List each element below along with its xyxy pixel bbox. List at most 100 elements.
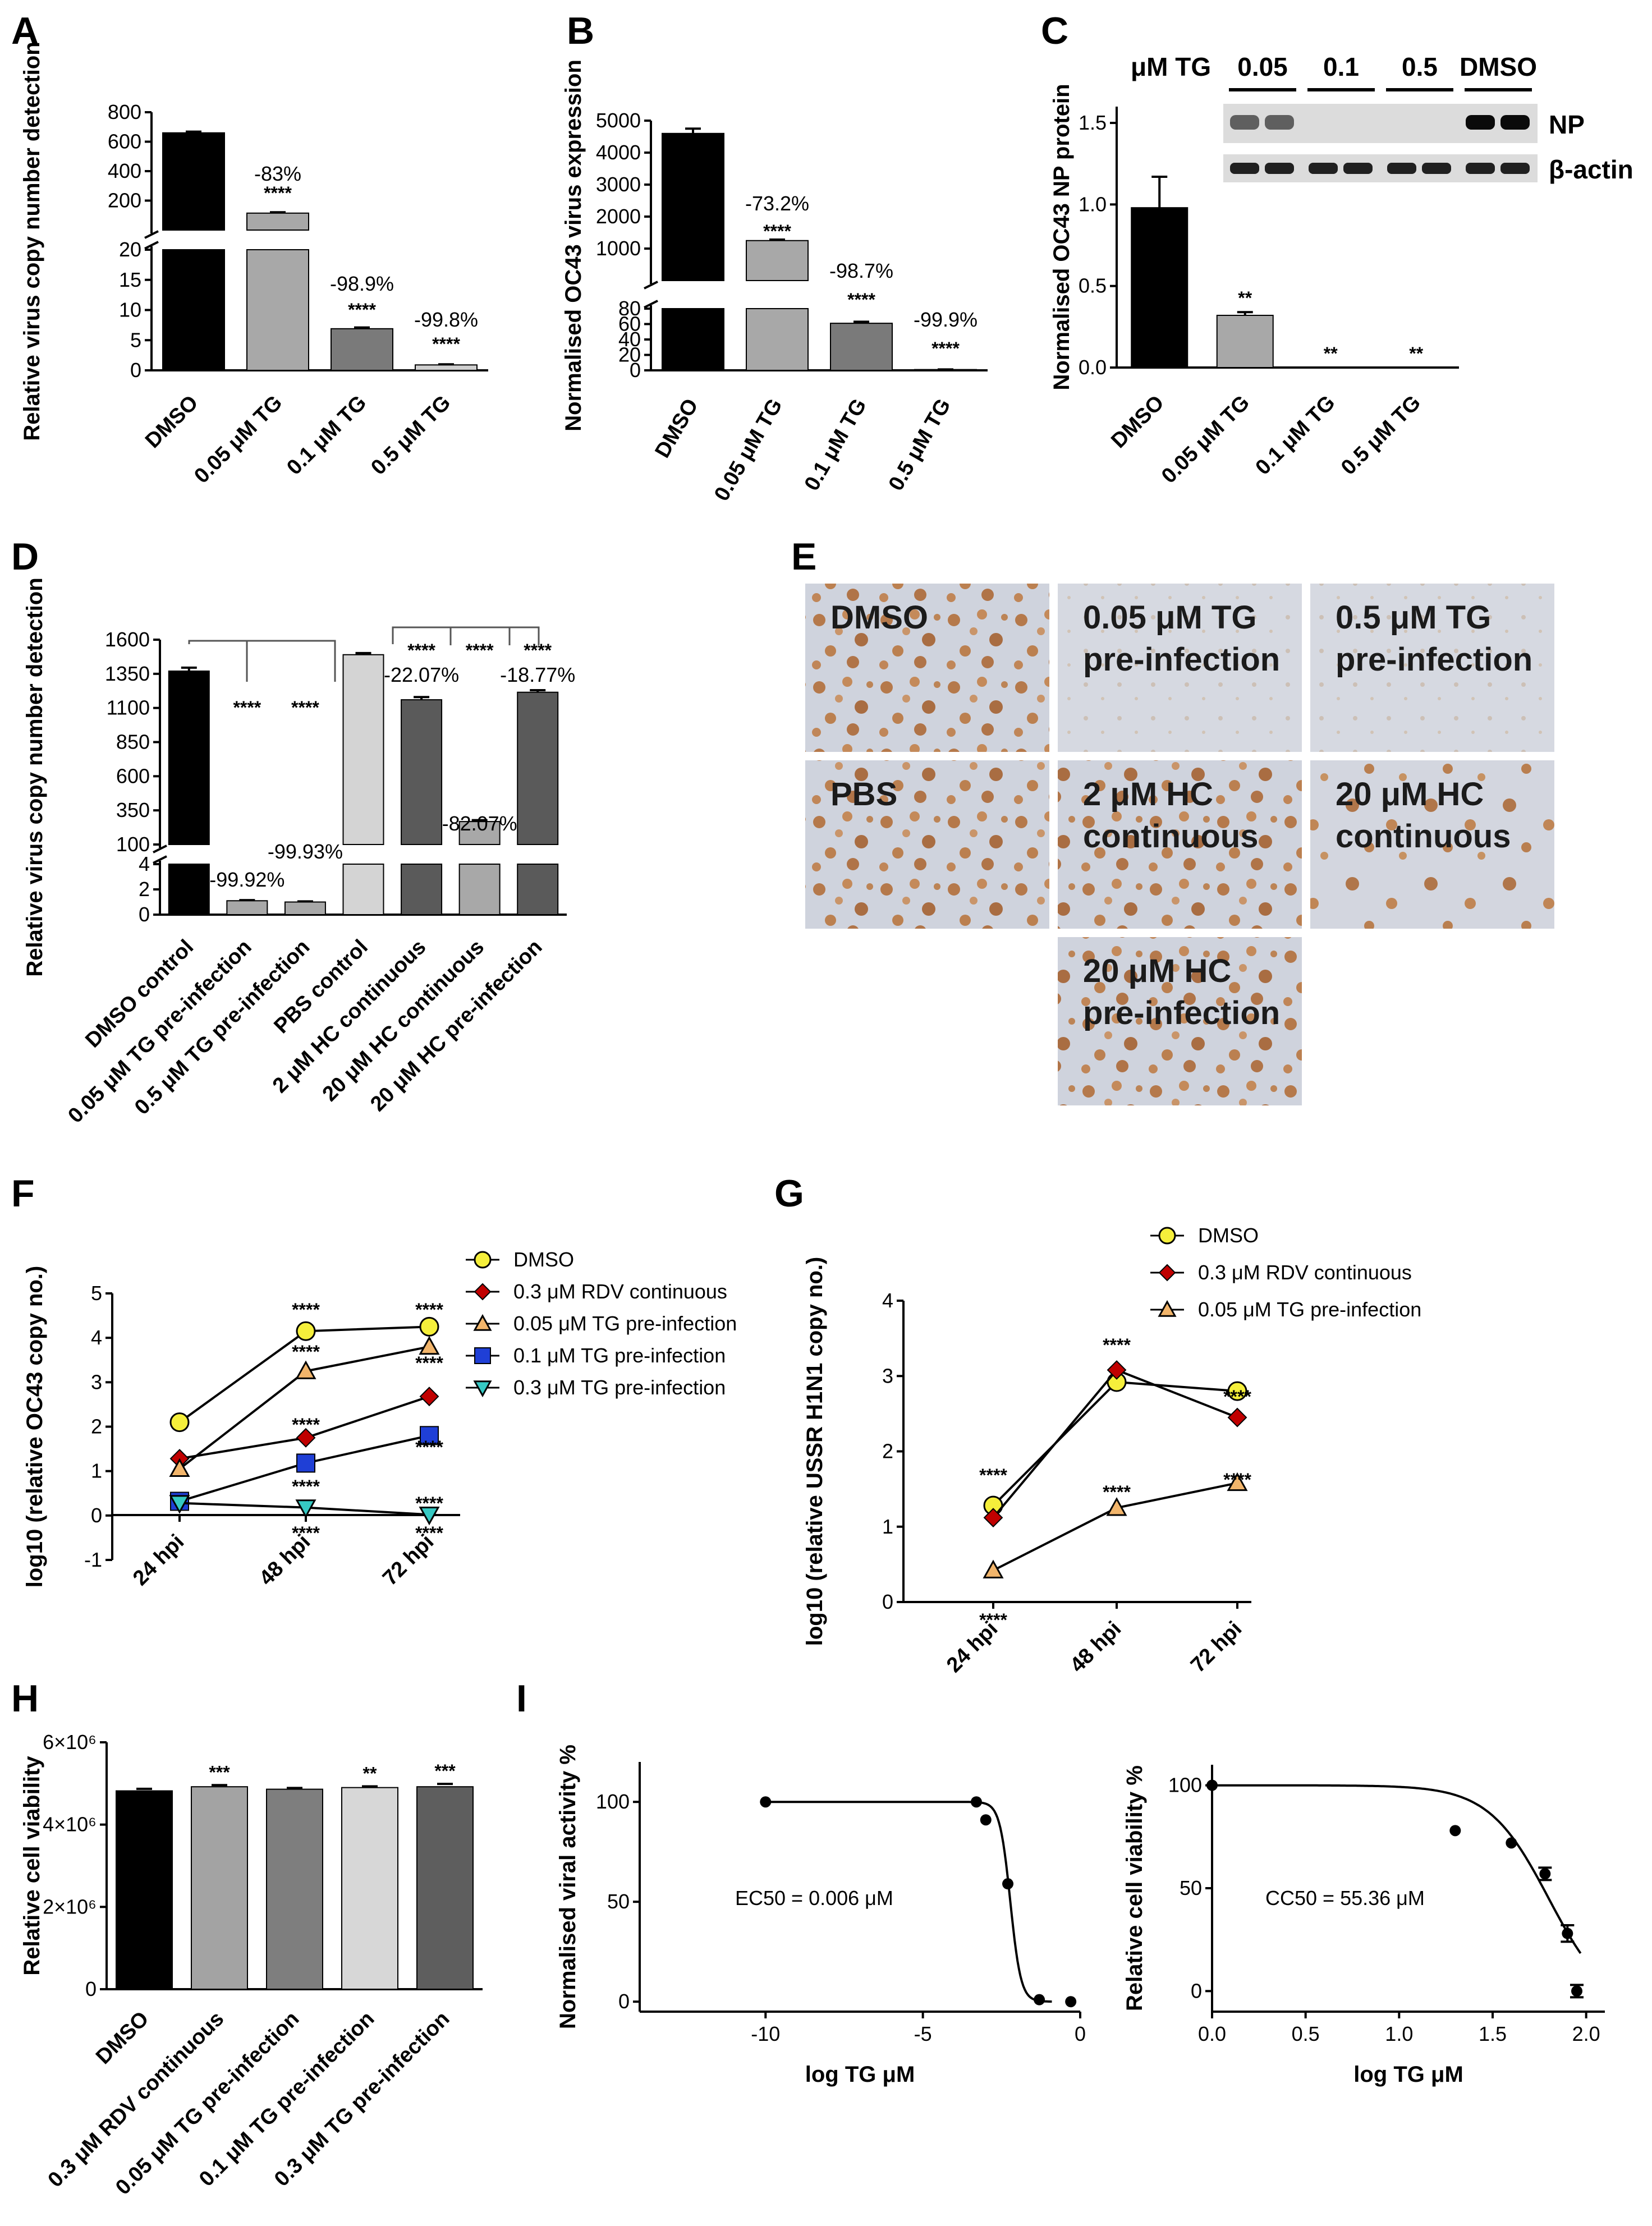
y-tick-label: 10 [119,299,141,322]
y-tick-label: 100 [596,1790,630,1813]
category-label: 0.1 μM TG [282,391,371,480]
percent-label: -83% [254,162,301,185]
y-axis-title: Relative cell viability [20,1756,44,1976]
significance-stars: **** [292,1523,320,1543]
significance-stars: **** [931,338,960,359]
legend-label: 0.3 μM RDV continuous [513,1280,727,1303]
y-tick-label: 5000 [596,109,641,132]
x-tick-label: 1.5 [1479,2022,1507,2045]
data-point [474,1251,492,1269]
comparison-bracket [392,626,540,645]
bar [342,864,384,915]
y-tick-label: 1.5 [1079,111,1107,134]
significance-stars: **** [1223,1470,1251,1490]
legend-label: DMSO [513,1248,574,1271]
y-tick-label: 4 [91,1326,102,1349]
data-point [295,1360,316,1379]
y-axis-title: Relative virus copy number detection [22,577,47,976]
y-tick-label: 5 [91,1282,102,1305]
bar [246,212,309,231]
bar [458,821,501,845]
y-tick-label: 3 [91,1370,102,1393]
blot-band-actin [1422,163,1451,174]
axis-break [153,855,167,864]
percent-label: -99.93% [268,840,343,863]
y-tick-label: 0.0 [1079,356,1107,379]
panel-label-c: C [1041,10,1068,52]
x-tick-label: -5 [914,2022,932,2045]
y-tick-label: 0 [1191,1979,1202,2002]
micrograph-label: 0.5 μM TG [1336,599,1491,636]
blot-lane-label: DMSO [1460,52,1537,81]
significance-stars: **** [415,1300,443,1320]
y-tick-label: 400 [108,159,141,182]
micrograph-label: continuous [1336,818,1511,855]
x-tick-label: 0.0 [1198,2022,1226,2045]
y-tick-label: 4000 [596,141,641,164]
percent-label: -82.07% [442,812,517,835]
bar [246,249,309,371]
blot-lane-label: 0.5 [1402,52,1438,81]
bar [517,864,559,915]
y-tick-label: 1000 [596,237,641,260]
y-axis-title: log10 (relative USSR H1N1 copy no.) [802,1257,827,1646]
blot-band-np [1466,115,1495,130]
y-tick-label: 2 [91,1415,102,1438]
category-label: 0.05 μM TG [710,395,787,506]
axis-break [144,230,159,239]
bar [830,323,893,371]
bar [416,1786,474,1990]
data-point [295,1499,316,1518]
category-label: 0.5 μM TG [1337,391,1425,480]
significance-stars: ** [1324,343,1338,364]
legend-label: 0.3 μM RDV continuous [1198,1261,1412,1284]
data-point [1158,1264,1176,1282]
significance-stars: **** [524,640,552,660]
micrograph-label: pre-infection [1336,641,1532,678]
category-label: DMSO [91,2007,153,2069]
significance-stars: **** [292,1476,320,1497]
x-axis-title: log TG μM [805,2062,915,2087]
bar [266,1788,323,1990]
y-tick-label: 50 [607,1890,630,1913]
x-tick-label: 1.0 [1385,2022,1413,2045]
y-tick-label: 0 [130,359,141,382]
category-label: DMSO [141,391,203,453]
significance-stars: **** [415,1353,443,1373]
y-axis-title: Normalised OC43 NP protein [1049,84,1074,390]
significance-stars: **** [415,1493,443,1513]
y-tick-label: 1 [882,1515,893,1538]
significance-stars: **** [432,334,460,354]
significance-stars: **** [1103,1482,1131,1502]
blot-band-np [1265,115,1294,130]
micrograph-label: 20 μM HC [1083,953,1231,989]
data-point [296,1428,316,1448]
significance-stars: **** [292,1415,320,1435]
bar [168,864,210,915]
y-tick-label: 2 [882,1440,893,1463]
category-label: DMSO [650,395,703,462]
significance-stars: **** [979,1465,1007,1485]
significance-stars: **** [407,640,435,660]
axis-break [153,844,167,853]
micrograph [1058,760,1302,929]
data-point [1065,1996,1077,2008]
micrograph-label: 0.05 μM TG [1083,599,1256,636]
bar [1216,315,1274,368]
panel-label-a: A [11,10,39,52]
data-point [169,1495,190,1514]
category-label: 0.1 μM TG [800,395,871,495]
significance-stars: **** [979,1610,1007,1630]
bar [341,1787,398,1990]
data-point [1158,1300,1177,1317]
legend-label: DMSO [1198,1224,1259,1247]
significance-stars: **** [466,640,494,660]
data-point [296,1453,315,1473]
data-point [1227,1381,1247,1401]
x-tick-label: 0.5 [1292,2022,1320,2045]
significance-stars: **** [348,300,376,320]
